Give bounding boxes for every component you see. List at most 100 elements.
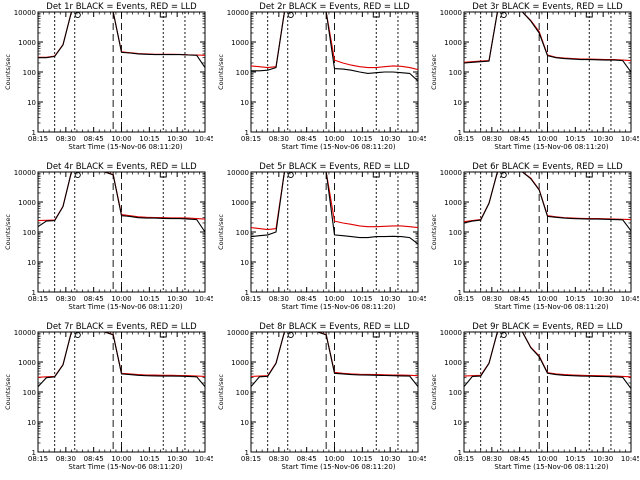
y-tick-label: 1000 <box>444 199 462 207</box>
x-tick-label: 10:00 <box>324 455 344 463</box>
x-tick-label: 08:30 <box>269 295 289 303</box>
y-tick-label: 1000 <box>231 39 249 47</box>
y-tick-label: 10000 <box>14 329 36 337</box>
y-tick-label: 100 <box>449 389 462 397</box>
y-tick-label: 1000 <box>231 199 249 207</box>
events-series-line <box>464 172 631 232</box>
series-group <box>464 172 631 232</box>
x-tick-label: 08:15 <box>28 135 48 143</box>
x-tick-label: 10:30 <box>593 455 613 463</box>
y-axis-label: Counts/sec <box>217 214 225 250</box>
detector-panel-2: Det 2r BLACK = Events, RED = LLD 1 10 100 10… <box>213 0 426 160</box>
top-marker-bracket <box>372 332 380 338</box>
events-series-line <box>38 332 205 388</box>
x-axis-label: Start Time (15-Nov-06 08:11:20) <box>281 143 395 151</box>
events-series-line <box>38 172 205 233</box>
top-marker-bracket <box>585 332 593 338</box>
panel-title: Det 3r BLACK = Events, RED = LLD <box>472 2 623 12</box>
x-tick-label: 08:15 <box>454 135 474 143</box>
y-tick-label: 10000 <box>440 169 462 177</box>
x-tick-label: 08:15 <box>241 295 261 303</box>
x-tick-label: 10:30 <box>167 455 187 463</box>
x-tick-label: 10:00 <box>324 135 344 143</box>
x-tick-label: 08:15 <box>241 135 261 143</box>
series-group <box>251 172 418 245</box>
x-tick-label: 10:15 <box>565 455 585 463</box>
y-tick-label: 10000 <box>440 329 462 337</box>
x-tick-label: 10:30 <box>593 135 613 143</box>
series-group <box>251 12 418 82</box>
y-axis-label: Counts/sec <box>4 54 12 90</box>
y-tick-label: 100 <box>236 389 249 397</box>
y-tick-label: 1000 <box>18 359 36 367</box>
y-axis-label: Counts/sec <box>4 374 12 410</box>
x-tick-label: 10:15 <box>352 455 372 463</box>
y-tick-label: 10000 <box>440 9 462 17</box>
x-tick-label: 08:30 <box>482 135 502 143</box>
y-tick-label: 10000 <box>227 9 249 17</box>
x-tick-label: 08:45 <box>84 455 104 463</box>
y-axis-label: Counts/sec <box>430 54 438 90</box>
x-axis-label: Start Time (15-Nov-06 08:11:20) <box>281 303 395 311</box>
x-tick-label: 08:30 <box>269 455 289 463</box>
series-group <box>464 12 631 73</box>
panel-chart-svg: Det 8r BLACK = Events, RED = LLD 1 10 100 10… <box>217 322 426 471</box>
panel-title: Det 5r BLACK = Events, RED = LLD <box>259 162 410 172</box>
x-tick-label: 10:45 <box>408 295 426 303</box>
events-series-line <box>251 172 418 245</box>
detector-panel-1: Det 1r BLACK = Events, RED = LLD 1 10 100 10… <box>0 0 213 160</box>
x-tick-label: 10:30 <box>593 295 613 303</box>
y-tick-label: 100 <box>23 229 36 237</box>
panel-title: Det 7r BLACK = Events, RED = LLD <box>46 322 197 332</box>
x-tick-label: 10:00 <box>537 455 557 463</box>
panel-title: Det 2r BLACK = Events, RED = LLD <box>259 2 410 12</box>
y-tick-label: 10 <box>240 99 249 107</box>
x-tick-label: 08:45 <box>510 455 530 463</box>
y-axis-label: Counts/sec <box>217 374 225 410</box>
y-tick-label: 1 <box>32 289 36 297</box>
x-axis-label: Start Time (15-Nov-06 08:11:20) <box>494 303 608 311</box>
panel-chart-svg: Det 3r BLACK = Events, RED = LLD 1 10 100 10… <box>430 2 639 151</box>
x-axis-label: Start Time (15-Nov-06 08:11:20) <box>494 143 608 151</box>
y-axis-label: Counts/sec <box>4 214 12 250</box>
events-series-line <box>464 12 631 73</box>
y-tick-label: 1 <box>245 129 249 137</box>
events-series-line <box>251 332 418 388</box>
x-tick-label: 10:30 <box>167 135 187 143</box>
panel-title: Det 4r BLACK = Events, RED = LLD <box>46 162 197 172</box>
y-tick-label: 1000 <box>444 39 462 47</box>
y-tick-label: 100 <box>236 69 249 77</box>
x-tick-label: 10:45 <box>621 135 639 143</box>
x-tick-label: 08:30 <box>482 455 502 463</box>
x-tick-label: 08:30 <box>482 295 502 303</box>
y-tick-label: 1 <box>458 129 462 137</box>
x-tick-label: 10:00 <box>324 295 344 303</box>
x-tick-label: 10:15 <box>139 295 159 303</box>
y-tick-label: 10000 <box>227 169 249 177</box>
top-marker-bracket <box>585 172 593 178</box>
x-tick-label: 10:15 <box>139 455 159 463</box>
x-tick-label: 10:30 <box>380 455 400 463</box>
x-axis-label: Start Time (15-Nov-06 08:11:20) <box>68 143 182 151</box>
x-tick-label: 10:00 <box>111 135 131 143</box>
panel-title: Det 1r BLACK = Events, RED = LLD <box>46 2 197 12</box>
top-marker-circle <box>74 171 81 179</box>
y-tick-label: 100 <box>23 389 36 397</box>
x-tick-label: 10:45 <box>621 455 639 463</box>
y-tick-label: 100 <box>449 229 462 237</box>
top-marker-circle <box>74 331 81 339</box>
x-tick-label: 08:45 <box>297 135 317 143</box>
x-tick-label: 10:45 <box>621 295 639 303</box>
x-tick-label: 10:00 <box>111 295 131 303</box>
series-group <box>464 332 631 389</box>
panel-chart-svg: Det 6r BLACK = Events, RED = LLD 1 10 100 10… <box>430 162 639 311</box>
x-axis-label: Start Time (15-Nov-06 08:11:20) <box>68 303 182 311</box>
top-marker-bracket <box>372 172 380 178</box>
x-tick-label: 08:30 <box>56 295 76 303</box>
y-axis-label: Counts/sec <box>217 54 225 90</box>
y-tick-label: 10 <box>453 99 462 107</box>
x-tick-label: 08:45 <box>510 135 530 143</box>
x-axis-label: Start Time (15-Nov-06 08:11:20) <box>68 463 182 471</box>
detector-panel-6: Det 6r BLACK = Events, RED = LLD 1 10 100 10… <box>426 160 639 320</box>
